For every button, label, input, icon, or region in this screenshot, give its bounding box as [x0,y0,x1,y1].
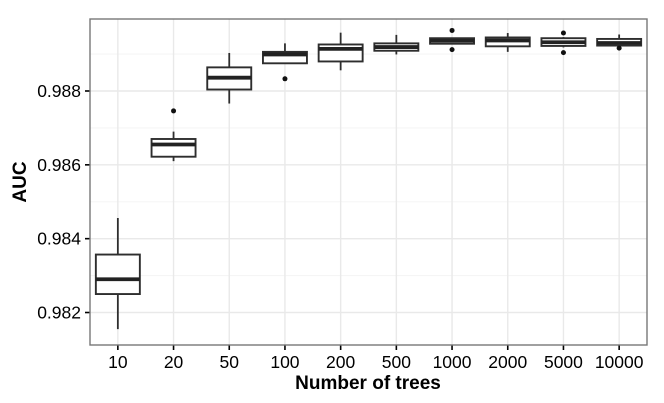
x-tick-label: 50 [220,352,240,372]
outlier-point [282,76,288,82]
x-tick-label: 100 [270,352,299,372]
iqr-box [94,253,141,296]
x-tick-label: 1000 [433,352,472,372]
boxplot-1000 [429,27,475,53]
outlier-point [449,47,455,53]
x-tick-label: 10000 [595,352,644,372]
outlier-point [171,108,177,114]
x-tick-label: 5000 [544,352,583,372]
outlier-point [616,45,622,51]
panel-border [89,18,648,346]
boxplot-200 [317,32,364,71]
gridlines [90,19,647,345]
x-tick-label: 500 [382,352,411,372]
y-tick-label: 0.986 [37,155,81,175]
boxplots [94,27,643,330]
boxplot-100 [262,43,308,82]
outlier-point [560,50,566,56]
panel-border-rect [89,18,648,346]
iqr-box [150,138,197,158]
outlier-point [560,30,566,36]
boxplot-500 [373,34,420,55]
boxplot-50 [206,52,253,104]
iqr-box [262,50,308,65]
panel-background [90,19,647,345]
x-tick-label: 2000 [488,352,527,372]
y-tick-label: 0.988 [37,81,81,101]
y-axis-title: AUC [10,161,31,202]
plot-panel [90,19,647,345]
boxplot-20 [150,108,197,162]
boxplot-10 [94,217,141,330]
x-axis-title: Number of trees [295,373,441,394]
boxplot-5000 [540,30,587,56]
y-tick-label: 0.982 [37,303,81,323]
axes: 0.982 0.984 0.986 0.988 10 20 50 100 200 500 1000 2… [37,81,644,372]
x-tick-label: 20 [164,352,184,372]
boxplot-2000 [484,33,531,52]
outlier-point [449,27,455,33]
boxplot-10000 [596,34,643,51]
x-tick-label: 200 [326,352,355,372]
x-tick-label: 10 [108,352,128,372]
y-tick-label: 0.984 [37,229,81,249]
